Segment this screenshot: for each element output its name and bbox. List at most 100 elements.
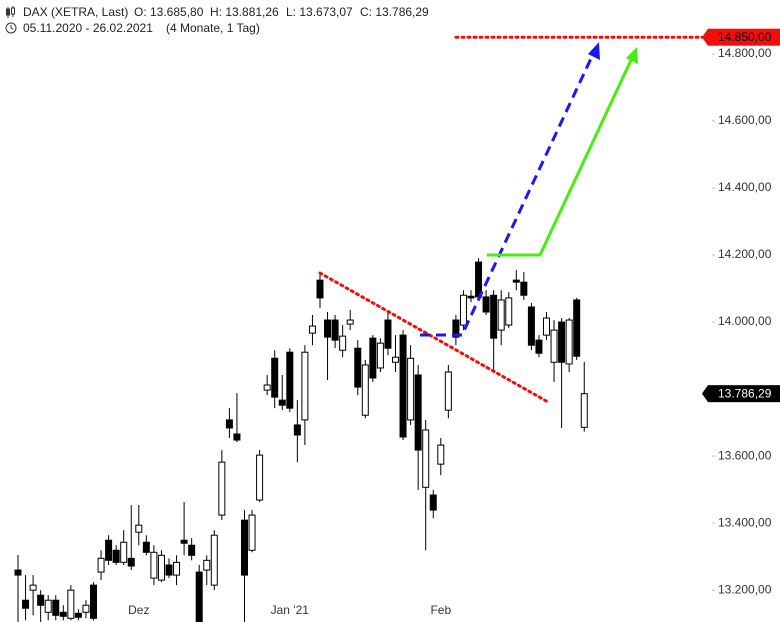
candle-body <box>361 364 369 416</box>
trend-line <box>318 271 550 404</box>
candle-body <box>195 571 203 622</box>
candle-body <box>142 541 150 553</box>
candle-body <box>437 444 445 465</box>
candle-body <box>14 569 22 576</box>
candle-body <box>565 319 573 365</box>
candle-body <box>67 589 75 619</box>
candle-body <box>376 342 384 369</box>
candle-body <box>256 454 264 501</box>
candle-body <box>301 351 309 421</box>
symbol: DAX (XETRA, Last) <box>23 5 128 19</box>
candle-body <box>127 557 135 567</box>
candle-body <box>369 337 377 379</box>
candle-body <box>74 612 82 618</box>
candle-body <box>90 584 97 619</box>
candle-body <box>105 539 113 561</box>
candle-body <box>505 297 513 326</box>
candle-body <box>29 584 37 591</box>
candle-body <box>339 335 347 351</box>
candle-body <box>467 295 475 299</box>
candle-body <box>173 561 181 576</box>
candle-body <box>210 534 218 586</box>
y-tick-label: 13.400,00 <box>718 515 772 529</box>
candle-body <box>241 519 248 576</box>
x-tick-label: Jan '21 <box>271 603 310 617</box>
candle-body <box>429 494 437 511</box>
candle-body <box>482 296 490 313</box>
price-tags: 14.850,00 13.786,29 <box>454 28 780 403</box>
candle-body <box>59 611 67 617</box>
candle-body <box>135 524 143 533</box>
candle-body <box>82 604 90 613</box>
candle-body <box>203 559 211 571</box>
candle-body <box>407 357 415 421</box>
price-tag-pointer <box>702 385 708 403</box>
price-tag <box>708 28 780 46</box>
candle-body <box>97 557 105 573</box>
candle-icon <box>6 6 15 18</box>
low-text: L: 13.673,07 <box>286 5 353 19</box>
clock-icon <box>5 22 17 34</box>
arrowhead <box>626 47 638 64</box>
close-text: C: 13.786,29 <box>360 5 429 19</box>
projection-arrow <box>420 51 596 337</box>
candle-body <box>308 325 316 334</box>
y-tick-label: 14.000,00 <box>718 314 772 328</box>
candle-body <box>490 294 498 339</box>
candle-body <box>37 594 45 606</box>
y-tick-label: 14.600,00 <box>718 113 772 127</box>
candle-body <box>459 294 467 326</box>
price-tag-label: 13.786,29 <box>718 386 772 400</box>
candle-body <box>392 356 399 363</box>
candle-body <box>225 419 233 429</box>
candle-body <box>550 329 558 363</box>
open-text: O: 13.685,80 <box>134 5 204 19</box>
candle-body <box>452 319 460 338</box>
candle-body <box>414 374 422 451</box>
candle-body <box>157 554 165 581</box>
y-tick-label: 14.400,00 <box>718 180 772 194</box>
candle-body <box>422 429 430 488</box>
candle-body <box>218 461 226 516</box>
y-tick-label: 14.800,00 <box>718 46 772 60</box>
projection-arrow <box>487 57 634 257</box>
candle-body <box>233 433 241 441</box>
candle-body <box>112 549 120 563</box>
candle-body <box>354 347 362 388</box>
candle-body <box>271 357 279 398</box>
candle-body <box>331 319 339 341</box>
candle-body <box>497 299 505 331</box>
candle-body <box>520 281 528 296</box>
candle-body <box>278 399 286 406</box>
y-tick-label: 13.200,00 <box>718 582 772 596</box>
candle-body <box>248 514 256 551</box>
candle-body <box>346 319 354 325</box>
y-tick-label: 13.600,00 <box>718 448 772 462</box>
x-tick-label: Dez <box>128 603 149 617</box>
candle-body <box>165 564 173 576</box>
candle-body <box>120 541 128 563</box>
candle-body <box>512 279 520 283</box>
period: (4 Monate, 1 Tag) <box>166 21 260 35</box>
candle-body <box>188 544 196 556</box>
candle-body <box>580 393 588 428</box>
candle-body <box>150 551 158 579</box>
plot-area: 13.200,00 13.400,00 13.600,00 14.000,00 14.2… <box>14 46 772 622</box>
candle-body <box>22 599 30 609</box>
candle-body <box>543 317 550 336</box>
candle-body <box>286 351 294 409</box>
price-tag <box>708 385 780 403</box>
candle-body <box>444 371 452 411</box>
date-range: 05.11.2020 - 26.02.2021 <box>23 21 153 35</box>
candle-body <box>399 334 407 438</box>
candle-body <box>324 319 332 338</box>
candle-body <box>52 599 60 616</box>
candle-body <box>293 424 301 436</box>
candle-body <box>573 299 581 357</box>
candle-body <box>535 339 543 354</box>
arrowhead <box>588 42 600 60</box>
candle-body <box>384 319 392 349</box>
candle-body <box>527 306 535 346</box>
high-text: H: 13.881,26 <box>210 5 279 19</box>
